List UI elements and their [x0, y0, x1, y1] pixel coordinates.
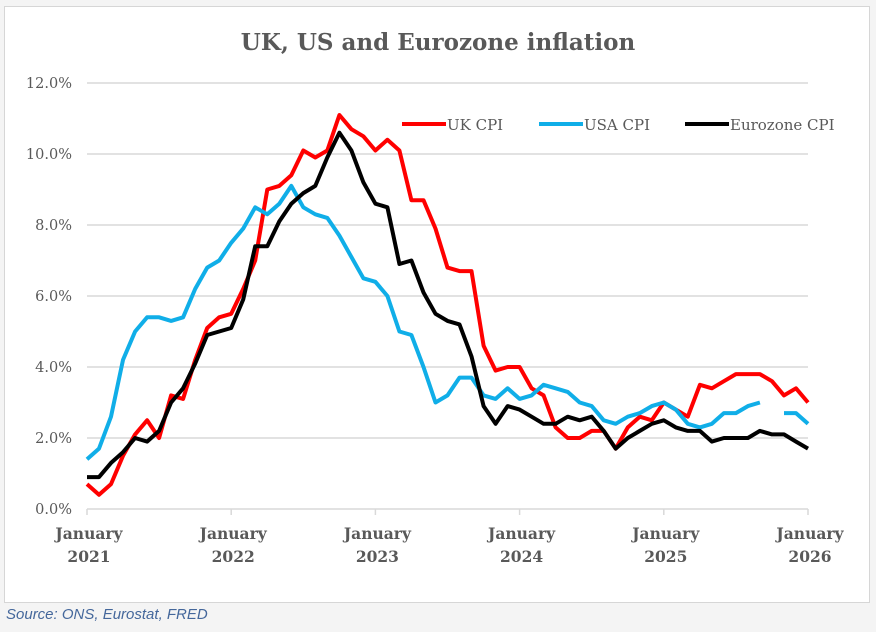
y-tick-label: 2.0% — [35, 431, 72, 447]
x-tick-label-month: January — [774, 524, 844, 543]
series-line-usa-cpi — [784, 411, 810, 426]
x-tick-label-month: January — [630, 524, 700, 543]
x-tick-label-year: 2024 — [500, 547, 543, 566]
series-uk-cpi — [85, 113, 810, 497]
y-tick-label: 0.0% — [35, 502, 72, 518]
x-tick-label-month: January — [342, 524, 412, 543]
y-tick-label: 10.0% — [26, 147, 72, 163]
y-tick-label: 4.0% — [35, 360, 72, 376]
x-tick-label-year: 2026 — [788, 547, 831, 566]
x-axis: January 2021 January 2022 January 2023 January… — [53, 508, 845, 566]
legend-label-eurozone-cpi: Eurozone CPI — [730, 116, 835, 134]
legend-label-usa-cpi: USA CPI — [584, 116, 650, 134]
series-eurozone-cpi — [87, 130, 810, 480]
legend: UK CPI USA CPI Eurozone CPI — [402, 116, 835, 134]
series-line-uk-cpi — [85, 113, 810, 497]
y-tick-label: 8.0% — [35, 218, 72, 234]
source-note: Source: ONS, Eurostat, FRED — [6, 606, 208, 623]
x-tick-label-year: 2022 — [212, 547, 255, 566]
x-tick-label-year: 2023 — [356, 547, 399, 566]
x-tick-label-year: 2021 — [67, 547, 110, 566]
chart-title: UK, US and Eurozone inflation — [241, 29, 636, 56]
series-lines — [85, 113, 810, 497]
series-line-eurozone-cpi — [87, 130, 810, 480]
legend-label-uk-cpi: UK CPI — [447, 116, 503, 134]
y-tick-label: 6.0% — [35, 289, 72, 305]
series-line-usa-cpi — [85, 183, 761, 461]
x-tick-label-month: January — [486, 524, 556, 543]
x-tick-label-year: 2025 — [644, 547, 687, 566]
gridlines — [87, 82, 808, 439]
chart-panel — [4, 6, 870, 603]
y-axis-ticks: 0.0% 2.0% 4.0% 6.0% 8.0% 10.0% 12.0% — [26, 76, 72, 518]
y-tick-label: 12.0% — [26, 76, 72, 92]
x-tick-label-month: January — [53, 524, 123, 543]
series-usa-cpi — [85, 183, 810, 461]
x-tick-label-month: January — [198, 524, 268, 543]
